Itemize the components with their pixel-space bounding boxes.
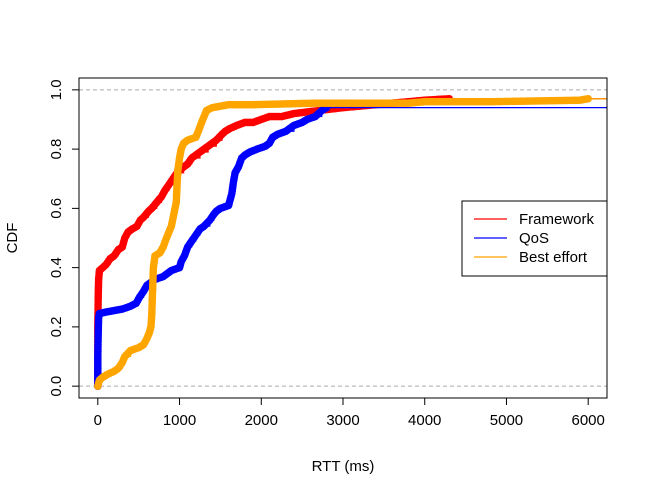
y-tick-label: 0.0 [48,376,65,397]
y-tick-label: 0.6 [48,198,65,219]
x-tick-label: 2000 [245,412,278,429]
x-tick-label: 6000 [572,412,605,429]
y-tick-label: 0.4 [48,257,65,278]
legend-item: QoS [474,230,549,247]
x-tick-label: 4000 [408,412,441,429]
legend-label: Best effort [519,249,588,266]
y-tick-label: 1.0 [48,79,65,100]
legend-item: Best effort [474,249,588,266]
x-axis-title: RTT (ms) [312,458,375,475]
legend-label: Framework [519,211,595,228]
legend: Framework QoS Best effort [461,200,608,277]
x-tick-label: 0 [94,412,102,429]
series-qos [93,103,607,390]
x-tick-label: 3000 [326,412,359,429]
y-axis: 0.0 0.2 0.4 0.6 0.8 1.0 [48,79,79,397]
series-best-effort [93,94,607,390]
y-axis-title: CDF [4,223,21,254]
x-axis: 0 1000 2000 3000 4000 5000 6000 [94,397,605,429]
legend-item: Framework [474,211,595,228]
legend-label: QoS [519,230,549,247]
reference-lines [79,89,607,387]
y-tick-label: 0.2 [48,316,65,337]
series-layer [93,94,607,390]
data-point [584,94,593,103]
y-tick-label: 0.8 [48,139,65,160]
x-tick-label: 5000 [490,412,523,429]
x-tick-label: 1000 [163,412,196,429]
